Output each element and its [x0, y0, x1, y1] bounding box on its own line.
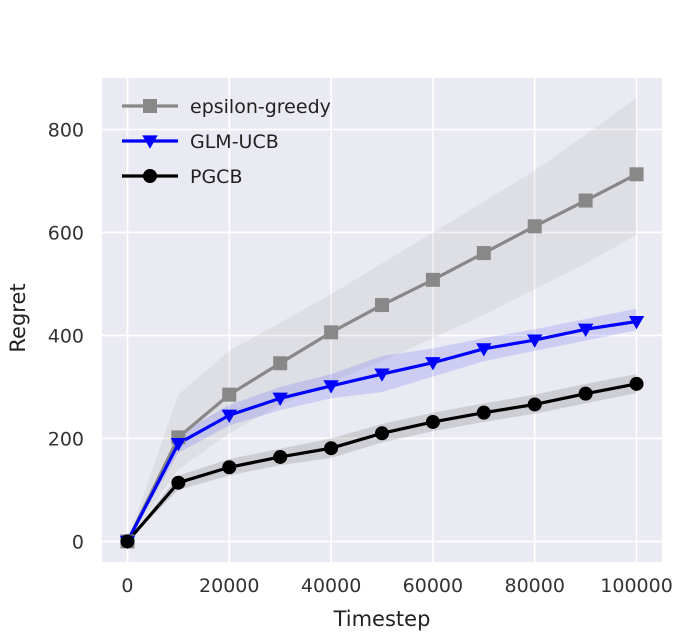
x-tick-label: 100000: [600, 575, 673, 597]
epsilon-greedy-point: [425, 272, 440, 287]
pgcb-legend-label: PGCB: [190, 166, 242, 188]
x-tick-label: 80000: [505, 575, 565, 597]
epsilon-greedy-band: [127, 97, 637, 542]
series-markers: [119, 167, 645, 550]
epsilon-greedy-point: [273, 356, 288, 371]
legend: epsilon-greedy GLM-UCB PGCB: [122, 96, 331, 188]
x-tick-label: 20000: [199, 575, 259, 597]
grid: [102, 78, 662, 562]
epsilon-greedy-point: [578, 193, 593, 208]
glm-ucb-point: [577, 323, 594, 337]
pgcb-point: [324, 441, 339, 456]
y-axis-title: Regret: [6, 283, 30, 352]
glm-ucb-point: [628, 315, 645, 330]
epsilon-greedy-legend-marker: [143, 99, 157, 113]
y-tick-label: 0: [72, 531, 84, 553]
pgcb-legend-marker: [143, 169, 157, 183]
glm-ucb-point: [221, 409, 237, 423]
pgcb-point: [222, 460, 237, 475]
glm-ucb-point: [476, 343, 492, 357]
x-axis-title: Timestep: [333, 607, 431, 631]
pgcb-point: [120, 534, 135, 549]
glm-ucb-point: [374, 368, 390, 382]
glm-ucb-point: [323, 380, 339, 394]
plot-background: [102, 78, 662, 562]
epsilon-greedy-point: [375, 298, 389, 313]
pgcb-point: [375, 426, 389, 441]
pgcb-point: [425, 414, 440, 429]
y-tick-label: 600: [48, 222, 84, 244]
x-tick-labels: 0 20000 40000 60000 80000 100000: [121, 575, 672, 597]
x-tick-label: 60000: [403, 575, 463, 597]
epsilon-greedy-point: [222, 387, 237, 402]
epsilon-greedy-legend-label: epsilon-greedy: [190, 96, 331, 118]
y-tick-labels: 0 200 400 600 800: [48, 119, 84, 553]
pgcb-point: [578, 386, 593, 401]
y-tick-label: 200: [48, 428, 84, 450]
glm-ucb-point: [272, 392, 288, 406]
y-tick-label: 400: [48, 325, 84, 347]
epsilon-greedy-point: [629, 167, 644, 182]
y-tick-label: 800: [48, 119, 84, 141]
glm-ucb-point: [425, 357, 441, 371]
pgcb-band: [127, 374, 637, 542]
glm-ucb-point: [527, 334, 543, 348]
pgcb-point: [476, 405, 491, 420]
pgcb-point: [629, 376, 644, 391]
epsilon-greedy-point: [324, 325, 339, 340]
x-tick-label: 0: [121, 575, 133, 597]
epsilon-greedy-point: [527, 219, 542, 234]
epsilon-greedy-point: [476, 246, 491, 261]
pgcb-point: [273, 449, 288, 464]
pgcb-point: [171, 475, 186, 490]
glm-ucb-point: [170, 437, 187, 452]
x-tick-label: 40000: [301, 575, 361, 597]
glm-ucb-legend-marker: [142, 135, 158, 149]
pgcb-point: [527, 397, 542, 412]
glm-ucb-legend-label: GLM-UCB: [190, 131, 279, 153]
